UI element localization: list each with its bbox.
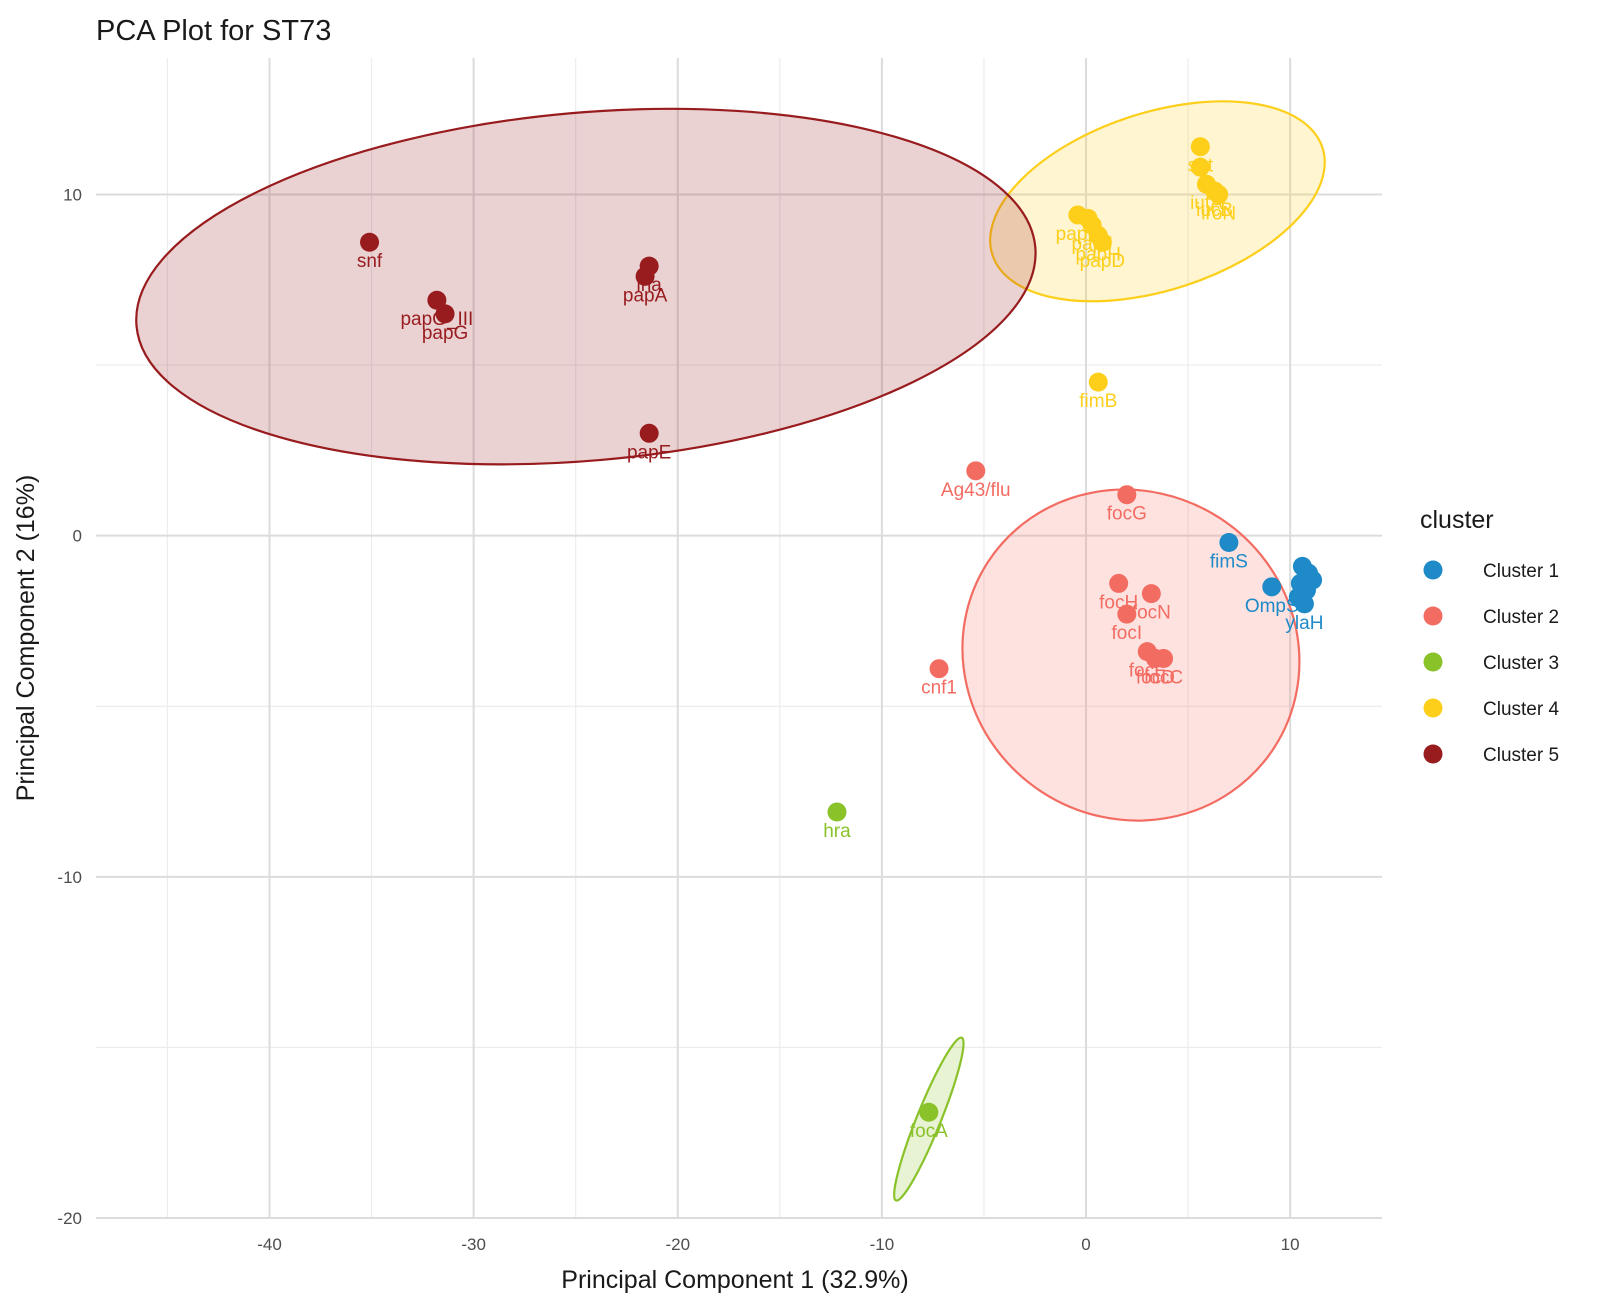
point-label: focH xyxy=(1099,592,1138,613)
data-point xyxy=(1109,573,1129,593)
x-tick-label: 10 xyxy=(1281,1235,1300,1254)
data-point xyxy=(1117,485,1137,505)
point-label: papK xyxy=(1056,224,1101,245)
legend-swatch xyxy=(1423,698,1443,718)
point-label: ylaH xyxy=(1285,613,1323,634)
point-label: hra xyxy=(823,821,851,842)
point-label: papE xyxy=(627,442,671,463)
data-point xyxy=(1219,532,1239,552)
data-point xyxy=(635,266,655,286)
point-label: fimS xyxy=(1210,551,1248,572)
cluster-ellipses xyxy=(135,100,1326,1202)
legend-label: Cluster 2 xyxy=(1483,607,1559,628)
x-tick-label: -40 xyxy=(257,1235,282,1254)
x-axis-title: Principal Component 1 (32.9%) xyxy=(561,1266,908,1294)
tick-labels: -40 -30 -20 -10 0 10 -20 -10 0 10 xyxy=(57,185,1299,1254)
cluster-ellipse xyxy=(135,107,1037,466)
data-point xyxy=(827,802,847,822)
point-label: papG_III xyxy=(400,309,473,330)
point-label: OmpS xyxy=(1245,596,1299,617)
point-label: focI xyxy=(1112,623,1143,644)
x-tick-label: -10 xyxy=(870,1235,895,1254)
data-point xyxy=(1303,570,1323,590)
point-label: iroN xyxy=(1201,203,1236,224)
legend-label: Cluster 4 xyxy=(1483,699,1559,720)
y-axis-title: Principal Component 2 (16%) xyxy=(12,475,40,802)
x-tick-label: 0 xyxy=(1081,1235,1090,1254)
point-label: cnf1 xyxy=(921,678,957,699)
point-label: papG xyxy=(422,323,468,344)
data-point xyxy=(1190,137,1210,157)
cluster-ellipse xyxy=(989,100,1326,303)
data-point xyxy=(1154,648,1174,668)
legend-label: Cluster 5 xyxy=(1483,745,1559,766)
point-label: papJ xyxy=(1072,234,1113,255)
data-point xyxy=(360,232,380,252)
legend-label: Cluster 1 xyxy=(1483,561,1559,582)
point-label: papH xyxy=(1076,244,1121,265)
data-point xyxy=(1190,157,1210,177)
data-point xyxy=(919,1102,939,1122)
data-point xyxy=(1117,604,1137,624)
data-point xyxy=(1088,372,1108,392)
legend-label: Cluster 3 xyxy=(1483,653,1559,674)
chart-title: PCA Plot for ST73 xyxy=(96,15,331,47)
data-point xyxy=(929,659,949,679)
legend: cluster Cluster 1 Cluster 2 Cluster 3 Clust… xyxy=(1420,506,1559,766)
y-tick-label: -20 xyxy=(57,1209,82,1228)
point-label: iutA xyxy=(1190,193,1223,214)
point-label: focF xyxy=(1129,661,1166,682)
data-point xyxy=(1209,184,1229,204)
data-point xyxy=(1262,577,1282,597)
y-tick-label: -10 xyxy=(57,868,82,887)
legend-swatch xyxy=(1423,652,1443,672)
point-label: iucB xyxy=(1196,200,1233,221)
data-point xyxy=(639,423,659,443)
point-label: papD xyxy=(1080,251,1125,272)
data-point xyxy=(966,461,986,481)
point-label: snf xyxy=(357,251,383,272)
data-point xyxy=(1141,584,1161,604)
data-point xyxy=(1092,232,1112,252)
y-tick-label: 10 xyxy=(63,185,82,204)
grid-lines xyxy=(96,58,1382,1219)
point-label: focA xyxy=(910,1121,948,1142)
point-label: focG xyxy=(1107,504,1147,525)
point-label: focN xyxy=(1132,603,1171,624)
point-label: papA xyxy=(623,285,668,306)
data-points xyxy=(360,137,1323,1122)
legend-title: cluster xyxy=(1420,506,1494,534)
point-label: fimB xyxy=(1079,391,1117,412)
data-point xyxy=(435,304,455,324)
y-tick-label: 0 xyxy=(73,527,82,546)
point-label: iha xyxy=(637,275,663,296)
legend-swatch xyxy=(1423,560,1443,580)
data-point xyxy=(1294,594,1314,614)
point-label: focD xyxy=(1136,667,1175,688)
point-label: Ag43/flu xyxy=(941,480,1011,501)
legend-swatch xyxy=(1423,606,1443,626)
x-tick-label: -20 xyxy=(665,1235,690,1254)
x-tick-label: -30 xyxy=(461,1235,486,1254)
point-label: focC xyxy=(1144,667,1183,688)
data-point xyxy=(427,290,447,310)
point-label: sat xyxy=(1188,156,1214,177)
legend-swatch xyxy=(1423,744,1443,764)
cluster-ellipse xyxy=(961,488,1301,822)
